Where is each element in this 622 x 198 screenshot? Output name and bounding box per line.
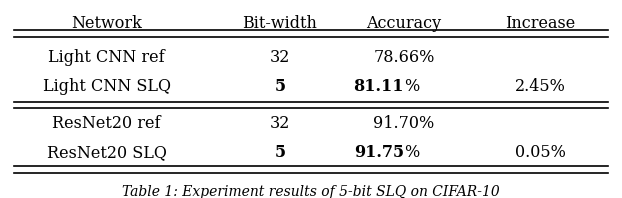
Text: ResNet20 ref: ResNet20 ref [52,115,161,132]
Text: Light CNN ref: Light CNN ref [49,49,165,66]
Text: 32: 32 [270,115,290,132]
Text: Bit-width: Bit-width [243,15,317,32]
Text: Accuracy: Accuracy [366,15,442,32]
Text: %: % [404,78,420,95]
Text: Light CNN SLQ: Light CNN SLQ [43,78,170,95]
Text: Network: Network [72,15,142,32]
Text: 91.75: 91.75 [354,144,404,161]
Text: Table 1: Experiment results of 5-bit SLQ on CIFAR-10: Table 1: Experiment results of 5-bit SLQ… [122,185,500,198]
Text: 32: 32 [270,49,290,66]
Text: 2.45%: 2.45% [514,78,565,95]
Text: 5: 5 [274,78,285,95]
Text: %: % [404,144,420,161]
Text: 0.05%: 0.05% [514,144,565,161]
Text: 91.70%: 91.70% [373,115,435,132]
Text: Increase: Increase [505,15,575,32]
Text: ResNet20 SLQ: ResNet20 SLQ [47,144,167,161]
Text: 78.66%: 78.66% [373,49,435,66]
Text: 81.11: 81.11 [353,78,404,95]
Text: 5: 5 [274,144,285,161]
